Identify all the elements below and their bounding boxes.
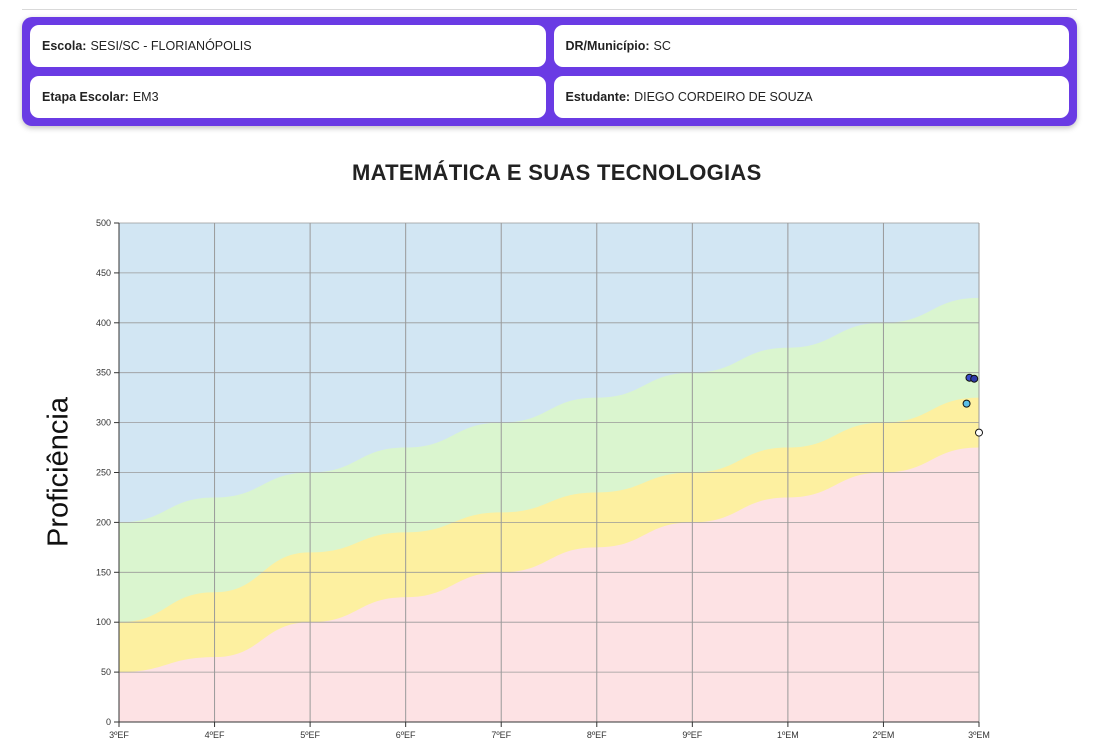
- student-info-panel: Escola: SESI/SC - FLORIANÓPOLIS DR/Munic…: [22, 17, 1077, 126]
- y-tick-label: 300: [96, 418, 111, 428]
- x-tick-label: 8ºEF: [587, 730, 607, 740]
- x-tick-label: 1ºEM: [777, 730, 799, 740]
- x-tick-label: 5ºEF: [300, 730, 320, 740]
- data-point: [962, 399, 971, 408]
- etapa-escolar-value: EM3: [132, 90, 159, 104]
- proficiency-chart: 0 50 100 150 200 250 300 350 400 450 500 3ºEF 4ºEF 5º…: [96, 218, 990, 740]
- x-tick-label: 3ºEM: [968, 730, 990, 740]
- x-tick-label: 2ºEM: [873, 730, 895, 740]
- etapa-escolar-label: Etapa Escolar:: [42, 90, 129, 104]
- top-divider: [22, 9, 1077, 10]
- x-tick-label: 3ºEF: [109, 730, 129, 740]
- y-tick-label: 100: [96, 617, 111, 627]
- y-tick-label: 450: [96, 268, 111, 278]
- x-tick-label: 6ºEF: [396, 730, 416, 740]
- estudante-label: Estudante:: [565, 90, 631, 104]
- y-tick-label: 50: [101, 667, 111, 677]
- y-tick-label: 250: [96, 468, 111, 478]
- y-tick-label: 500: [96, 218, 111, 228]
- y-tick-label: 0: [106, 717, 111, 727]
- escola-value: SESI/SC - FLORIANÓPOLIS: [90, 39, 252, 53]
- dr-municipio-label: DR/Município:: [565, 39, 650, 53]
- dr-municipio-value: SC: [653, 39, 671, 53]
- dr-municipio-card: DR/Município: SC: [553, 25, 1069, 67]
- y-tick-label: 150: [96, 567, 111, 577]
- escola-card: Escola: SESI/SC - FLORIANÓPOLIS: [30, 25, 546, 67]
- chart-title: MATEMÁTICA E SUAS TECNOLOGIAS: [352, 160, 762, 185]
- estudante-card: Estudante: DIEGO CORDEIRO DE SOUZA: [553, 76, 1069, 118]
- x-tick-label: 7ºEF: [491, 730, 511, 740]
- y-tick-label: 200: [96, 517, 111, 527]
- escola-label: Escola:: [42, 39, 87, 53]
- x-tick-label: 4ºEF: [205, 730, 225, 740]
- data-point: [975, 428, 983, 437]
- y-tick-label: 400: [96, 318, 111, 328]
- x-tick-label: 9ºEF: [682, 730, 702, 740]
- y-tick-label: 350: [96, 368, 111, 378]
- estudante-value: DIEGO CORDEIRO DE SOUZA: [634, 90, 813, 104]
- etapa-escolar-card: Etapa Escolar: EM3: [30, 76, 546, 118]
- band-below-basic: [119, 447, 979, 722]
- data-point: [970, 374, 979, 383]
